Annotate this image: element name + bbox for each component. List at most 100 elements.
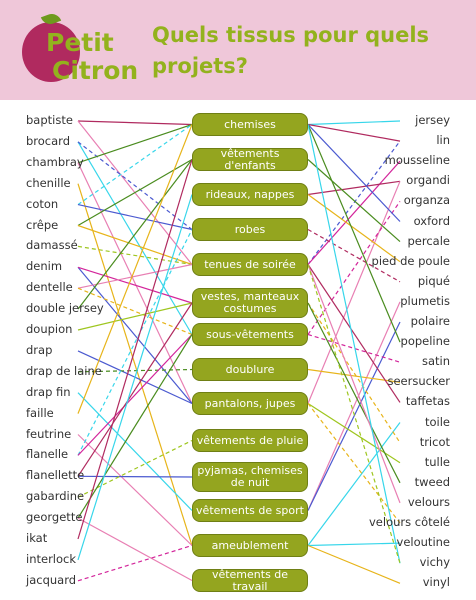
connection-line <box>307 544 401 584</box>
fabric-label-vichy: vichy <box>419 555 450 570</box>
fabric-label-jersey: jersey <box>415 113 450 127</box>
petit-citron-logo[interactable]: Petit Citron <box>22 11 142 90</box>
connection-line <box>77 159 193 540</box>
fabric-label-double-jersey: double jersey <box>26 301 104 316</box>
connection-line <box>77 517 193 582</box>
header-banner: Petit Citron Quels tissus pour quels pro… <box>0 0 476 100</box>
connection-line <box>77 124 193 414</box>
fabric-label-mousseline: mousseline <box>384 153 450 168</box>
connection-line <box>77 245 193 266</box>
connection-line <box>77 302 193 331</box>
fabric-label-baptiste: baptiste <box>26 113 73 127</box>
project-box-pantalons-jupes: pantalons, jupes <box>192 392 308 415</box>
fabric-label-tricot: tricot <box>419 434 450 449</box>
connection-line <box>307 180 401 196</box>
fabric-label-brocard: brocard <box>26 133 71 148</box>
fabric-label-denim: denim <box>26 259 63 274</box>
connection-line <box>77 334 193 519</box>
project-box-sous-vetements: sous-vêtements <box>192 323 308 346</box>
connection-line <box>307 194 401 263</box>
fabric-label-drap-de-laine: drap de laine <box>26 363 102 378</box>
connection-line <box>77 204 193 231</box>
connection-line <box>77 544 193 582</box>
connection-line <box>77 159 193 310</box>
connection-line <box>307 140 401 265</box>
fabric-label-oxford: oxford <box>413 213 450 228</box>
fabric-label-veloutine: veloutine <box>396 535 450 550</box>
fabric-label-pied-de-poule: pied de poule <box>371 253 450 268</box>
fabric-label-tweed: tweed <box>414 474 450 489</box>
fabric-label-jacquard: jacquard <box>26 572 77 587</box>
fabric-label-ikat: ikat <box>26 531 48 545</box>
fabric-label-georgette: georgette <box>26 510 83 525</box>
project-box-pyjamas-chemises-de-nuit: pyjamas, chemises de nuit <box>192 462 308 492</box>
fabric-label-drap-fin: drap fin <box>26 384 71 399</box>
fabric-label-doupion: doupion <box>26 322 73 336</box>
connection-line <box>77 194 193 561</box>
project-box-vetements-de-travail: vêtements de travail <box>192 568 308 592</box>
connection-line <box>307 368 401 383</box>
fabric-label-seersucker: seersucker <box>387 374 450 389</box>
connection-line <box>77 266 193 304</box>
connection-line <box>77 392 193 511</box>
fabric-label-drap: drap <box>26 342 53 357</box>
connection-line <box>307 228 401 283</box>
fabric-label-pique: piqué <box>417 273 450 288</box>
fabric-label-plumetis: plumetis <box>400 293 450 308</box>
connection-line <box>77 302 193 477</box>
connection-line <box>307 123 401 142</box>
fabric-label-flanellette: flanellette <box>26 468 85 483</box>
connection-line <box>77 229 193 456</box>
fabric-label-velours-cotele: velours côtelé <box>369 515 450 529</box>
fabric-label-chambray: chambray <box>26 154 84 169</box>
connection-line <box>77 183 193 546</box>
connection-line <box>77 120 193 126</box>
logo-text-line2: Citron <box>52 56 139 85</box>
fabric-label-chenille: chenille <box>26 175 71 190</box>
connection-line <box>307 181 401 404</box>
connection-line <box>307 542 401 547</box>
fabric-label-polaire: polaire <box>410 314 450 328</box>
connection-line <box>307 160 401 265</box>
fabric-label-vinyl: vinyl <box>422 575 450 590</box>
connection-line <box>307 201 401 335</box>
connection-line <box>307 159 401 243</box>
connection-line <box>307 124 401 222</box>
connection-line <box>307 301 401 511</box>
page-title: Quels tissus pour quels projets? <box>152 23 430 78</box>
project-box-vetements-d-enfants: vêtements d'enfants <box>192 147 308 171</box>
connection-line <box>77 334 193 456</box>
connection-line <box>307 120 401 126</box>
connection-line <box>77 368 193 373</box>
connection-line <box>77 439 193 498</box>
connection-line <box>307 321 401 511</box>
fabric-label-velours: velours <box>407 494 450 509</box>
connection-line <box>77 266 193 404</box>
fabric-label-tulle: tulle <box>424 454 450 469</box>
project-box-rideaux-nappes: rideaux, nappes <box>192 183 308 206</box>
fabric-label-dentelle: dentelle <box>26 280 73 295</box>
fabric-label-coton: coton <box>26 196 59 211</box>
fabric-label-damasse: damassé <box>26 238 78 253</box>
connection-line <box>77 224 193 266</box>
fabric-label-toile: toile <box>424 414 450 429</box>
fabric-label-satin: satin <box>421 354 450 369</box>
connection-line <box>77 124 193 206</box>
fabric-label-organdi: organdi <box>406 173 450 188</box>
project-box-tenues-de-soiree: tenues de soirée <box>192 253 308 276</box>
fabric-label-interlock: interlock <box>26 551 77 566</box>
fabric-label-crepe: crêpe <box>26 217 59 232</box>
project-box-ameublement: ameublement <box>192 534 308 557</box>
connection-line <box>307 124 401 564</box>
apple-icon <box>22 22 80 82</box>
connection-line <box>77 162 193 404</box>
connection-line <box>307 302 401 484</box>
connection-line <box>307 264 401 564</box>
fabric-label-popeline: popeline <box>400 334 450 349</box>
connection-line <box>307 264 401 504</box>
fabric-label-organza: organza <box>403 193 450 208</box>
project-box-vetements-de-sport: vêtements de sport <box>192 499 308 522</box>
connection-line <box>307 124 401 343</box>
fabric-label-gabardine: gabardine <box>26 489 85 504</box>
